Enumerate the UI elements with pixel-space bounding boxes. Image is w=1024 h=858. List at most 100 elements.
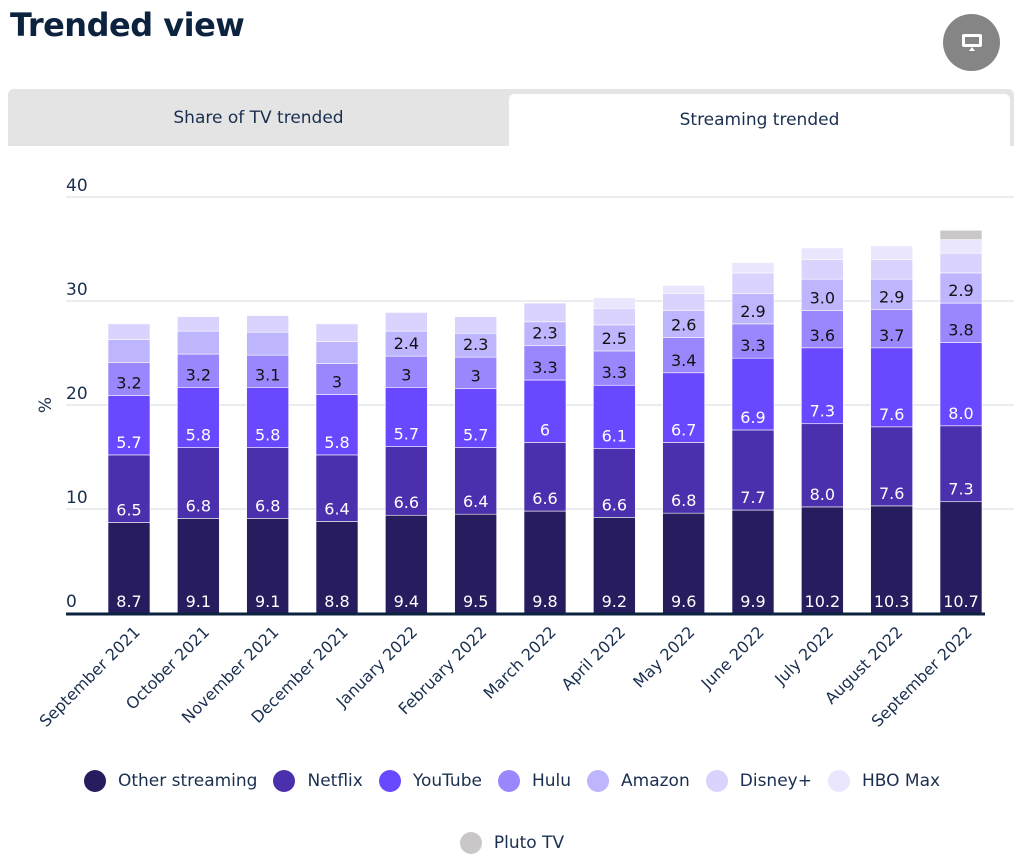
- legend-label: Amazon: [621, 771, 690, 791]
- data-label: 5.8: [186, 426, 211, 445]
- bar-segment-netflix: [870, 426, 913, 507]
- x-tick-label: June 2022: [697, 622, 768, 693]
- data-label: 6.5: [116, 501, 141, 520]
- x-tick-label: March 2022: [480, 622, 560, 702]
- data-label: 6.8: [671, 491, 696, 510]
- bar-segment-other-streaming: [593, 517, 636, 614]
- data-label: 8.0: [948, 404, 973, 423]
- bar-segment-hulu: [107, 362, 151, 396]
- data-label: 2.9: [740, 302, 765, 321]
- y-tick-label: 20: [66, 384, 88, 404]
- bar-segment-hulu: [454, 356, 497, 389]
- data-label: 5.7: [116, 433, 141, 452]
- legend-item-youtube[interactable]: YouTube: [378, 770, 482, 792]
- legend-item-other-streaming[interactable]: Other streaming: [83, 770, 257, 792]
- bar-segment-hulu: [315, 363, 359, 395]
- tab-share-of-tv-trended[interactable]: Share of TV trended: [173, 107, 344, 128]
- bar-segment-youtube: [939, 342, 983, 427]
- bar-segment-hbo-max: [939, 239, 983, 254]
- bar-segment-hulu: [177, 353, 220, 388]
- data-label: 5.7: [394, 425, 419, 444]
- data-label: 6.4: [463, 492, 488, 511]
- data-label: 3.4: [671, 351, 696, 370]
- y-tick-label: 10: [66, 488, 88, 508]
- bar-segment-youtube: [593, 384, 636, 449]
- bar-segment-hulu: [385, 355, 428, 388]
- data-label: 7.6: [879, 484, 904, 503]
- bar-segment-pluto-tv: [939, 229, 983, 240]
- bar-segment-other-streaming: [523, 510, 567, 614]
- legend-label: Hulu: [531, 771, 572, 791]
- legend-item-hulu[interactable]: Hulu: [497, 770, 572, 792]
- bar-segment-amazon: [870, 278, 913, 310]
- data-label: 5.7: [463, 426, 488, 445]
- bar-segment-other-streaming: [939, 501, 983, 614]
- bar-segment-hbo-max: [870, 245, 913, 260]
- legend-swatch-icon: [827, 770, 850, 792]
- data-label: 3: [401, 365, 411, 384]
- bar-segment-disney-: [801, 259, 844, 280]
- bar-segment-youtube: [523, 379, 567, 443]
- chart-legend: Other streaming Netflix YouTube Hulu Amazon D…: [0, 770, 1024, 854]
- bar-segment-amazon: [315, 341, 359, 364]
- data-label: 7.7: [740, 488, 765, 507]
- bar-segment-amazon: [107, 339, 151, 363]
- bar-segment-other-streaming: [177, 518, 220, 614]
- data-label: 8.8: [324, 592, 349, 611]
- bar-segment-youtube: [177, 387, 220, 448]
- data-label: 10.7: [943, 592, 979, 611]
- bar-segment-disney-: [662, 293, 705, 311]
- legend-item-netflix[interactable]: Netflix: [273, 770, 363, 792]
- data-label: 3: [332, 373, 342, 392]
- bar-segment-disney-: [593, 307, 636, 326]
- data-label: 6.9: [740, 408, 765, 427]
- legend-item-hbo-max[interactable]: HBO Max: [827, 770, 940, 792]
- bar-segment-disney-: [385, 312, 428, 332]
- data-label: 7.3: [948, 480, 973, 499]
- data-label: 10.3: [874, 592, 910, 611]
- bar-segment-amazon: [939, 272, 983, 304]
- bar-segment-netflix: [801, 423, 844, 508]
- x-tick-label: July 2022: [770, 622, 837, 689]
- bar-segment-youtube: [454, 388, 497, 448]
- bar-segment-other-streaming: [870, 505, 913, 614]
- bar-segment-disney-: [177, 316, 220, 332]
- bar-segment-other-streaming: [385, 514, 428, 614]
- data-label: 9.5: [463, 592, 488, 611]
- tv-view-button[interactable]: [943, 14, 1000, 71]
- data-label: 2.5: [602, 329, 627, 348]
- data-label: 7.6: [879, 405, 904, 424]
- data-label: 3.2: [186, 365, 211, 384]
- bar-segment-disney-: [454, 316, 497, 334]
- bar-segment-disney-: [523, 302, 567, 323]
- data-label: 3.1: [255, 365, 280, 384]
- legend-swatch-icon: [83, 770, 106, 792]
- legend-swatch-icon: [705, 770, 728, 792]
- view-tabs: Share of TV trended Streaming trended: [8, 89, 1014, 146]
- data-label: 3.3: [532, 358, 557, 377]
- bar-segment-netflix: [939, 425, 983, 503]
- data-label: 3.3: [602, 363, 627, 382]
- bar-segment-netflix: [385, 446, 428, 516]
- y-tick-label: 0: [66, 592, 77, 612]
- tab-streaming-trended[interactable]: Streaming trended: [509, 94, 1010, 146]
- bar-segment-amazon: [385, 330, 428, 357]
- data-label: 8.7: [116, 592, 141, 611]
- data-label: 9.4: [394, 592, 419, 611]
- data-label: 2.9: [948, 281, 973, 300]
- x-tick-label: April 2022: [557, 622, 629, 694]
- data-label: 6.6: [602, 495, 627, 514]
- bar-segment-amazon: [801, 278, 844, 311]
- data-label: 6.7: [671, 420, 696, 439]
- bar-segment-other-streaming: [107, 522, 151, 614]
- legend-item-amazon[interactable]: Amazon: [587, 770, 690, 792]
- legend-item-pluto-tv[interactable]: Pluto TV: [459, 832, 564, 854]
- bar-segment-amazon: [246, 331, 289, 356]
- data-label: 9.6: [671, 592, 696, 611]
- legend-item-disney-[interactable]: Disney+: [705, 770, 812, 792]
- bar-segment-hulu: [731, 323, 775, 359]
- legend-swatch-icon: [587, 770, 610, 792]
- data-label: 6.8: [186, 496, 211, 515]
- legend-swatch-icon: [497, 770, 520, 792]
- legend-swatch-icon: [273, 770, 296, 792]
